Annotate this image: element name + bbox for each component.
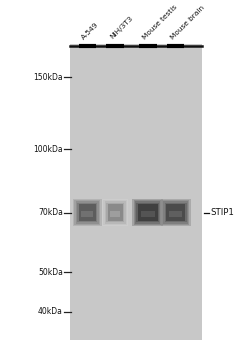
Bar <box>134 200 162 225</box>
Bar <box>132 199 163 226</box>
Text: 50kDa: 50kDa <box>38 268 63 277</box>
Text: Mouse brain: Mouse brain <box>169 4 205 40</box>
Bar <box>166 204 185 221</box>
Bar <box>81 211 93 217</box>
Text: A-549: A-549 <box>81 21 100 40</box>
Bar <box>103 200 127 225</box>
Bar <box>169 211 182 217</box>
Bar <box>136 203 159 223</box>
Text: 150kDa: 150kDa <box>33 73 63 82</box>
Bar <box>161 199 191 226</box>
Bar <box>70 44 202 340</box>
Text: NIH/3T3: NIH/3T3 <box>109 15 134 40</box>
Bar <box>74 200 100 225</box>
Bar <box>76 201 99 224</box>
Text: Mouse testis: Mouse testis <box>141 4 178 40</box>
Text: 100kDa: 100kDa <box>33 145 63 154</box>
Bar <box>165 203 187 223</box>
Bar <box>73 199 102 226</box>
Bar <box>138 204 158 221</box>
Bar <box>163 201 188 224</box>
Bar <box>135 201 160 224</box>
Bar <box>106 203 124 223</box>
Bar <box>79 204 96 221</box>
Bar <box>162 200 190 225</box>
Bar <box>110 211 120 217</box>
Bar <box>77 203 98 223</box>
Text: 70kDa: 70kDa <box>38 208 63 217</box>
Bar <box>102 199 128 226</box>
Text: 40kDa: 40kDa <box>38 307 63 316</box>
Text: STIP1: STIP1 <box>211 208 234 217</box>
Bar <box>105 201 125 224</box>
Bar <box>141 211 155 217</box>
Bar <box>108 204 123 221</box>
